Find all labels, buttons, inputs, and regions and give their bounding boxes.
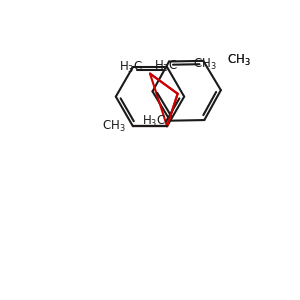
Text: CH$_3$: CH$_3$ [193, 57, 217, 72]
Text: CH$_3$: CH$_3$ [227, 53, 251, 68]
Text: H$_3$C: H$_3$C [119, 59, 143, 75]
Text: H$_3$C: H$_3$C [154, 59, 178, 74]
Text: H$_3$C: H$_3$C [142, 114, 166, 129]
Text: CH$_3$: CH$_3$ [103, 119, 126, 134]
Text: CH$_3$: CH$_3$ [227, 53, 250, 68]
